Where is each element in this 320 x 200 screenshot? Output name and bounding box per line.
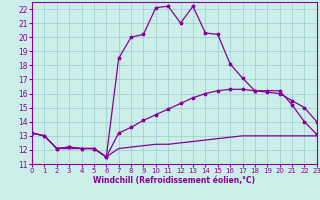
X-axis label: Windchill (Refroidissement éolien,°C): Windchill (Refroidissement éolien,°C) [93,176,255,185]
